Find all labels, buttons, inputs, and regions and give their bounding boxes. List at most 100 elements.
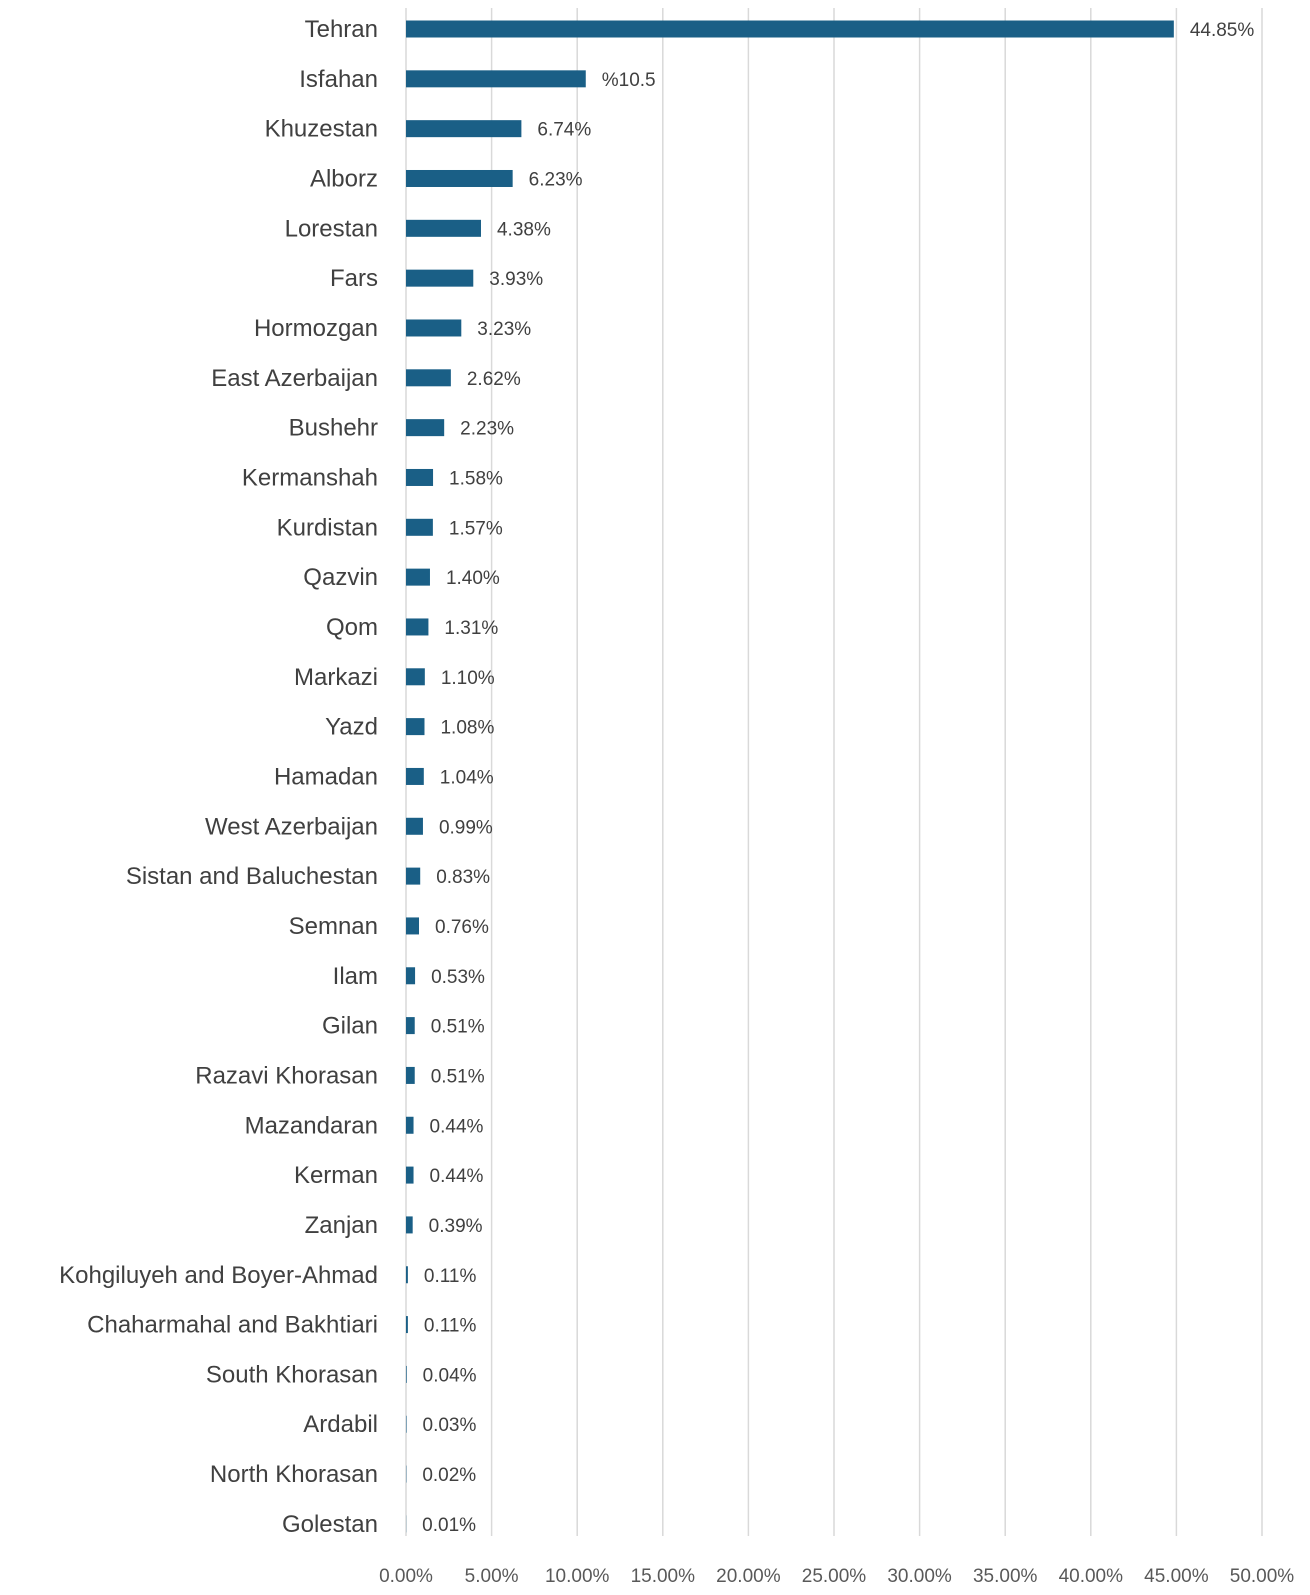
bar <box>406 319 462 337</box>
category-label: Qazvin <box>303 564 378 591</box>
category-label: Fars <box>330 265 378 292</box>
bar <box>406 120 522 138</box>
x-tick-label: 0.00% <box>379 1566 433 1587</box>
data-label: 0.51% <box>431 1017 485 1038</box>
data-label: 1.40% <box>446 568 500 589</box>
data-label: 0.83% <box>436 867 490 888</box>
data-label: 0.99% <box>439 817 493 838</box>
bar <box>406 767 424 785</box>
category-label: Yazd <box>325 714 378 741</box>
data-label: 1.04% <box>440 767 494 788</box>
data-label: 0.44% <box>430 1116 484 1137</box>
bar <box>406 1017 415 1035</box>
bar <box>406 917 420 935</box>
x-tick-label: 25.00% <box>802 1566 867 1587</box>
bar <box>406 20 1174 38</box>
data-label: 1.10% <box>441 668 495 689</box>
data-label: 3.23% <box>477 319 531 340</box>
category-label: Sistan and Baluchestan <box>126 863 378 890</box>
data-label: 1.31% <box>444 618 498 639</box>
data-label: 0.01% <box>422 1515 476 1536</box>
category-label: Hormozgan <box>254 315 378 342</box>
category-label: South Khorasan <box>206 1361 378 1388</box>
category-labels: Tehran Isfahan Khuzestan Alborz Lorestan Fars… <box>59 16 378 1538</box>
data-label: 0.39% <box>429 1216 483 1237</box>
category-label: Tehran <box>305 16 378 43</box>
data-label: 0.02% <box>422 1465 476 1486</box>
data-label: 2.62% <box>467 369 521 390</box>
bar <box>406 967 416 985</box>
data-label: 44.85% <box>1190 20 1255 41</box>
x-tick-label: 40.00% <box>1059 1566 1124 1587</box>
bar <box>406 1166 414 1184</box>
category-label: Qom <box>326 614 378 641</box>
category-label: Chaharmahal and Bakhtiari <box>87 1312 378 1339</box>
category-label: Kohgiluyeh and Boyer-Ahmad <box>59 1262 378 1289</box>
data-label: 6.23% <box>529 169 583 190</box>
x-tick-label: 35.00% <box>973 1566 1038 1587</box>
category-label: Kurdistan <box>277 514 378 541</box>
data-label: 0.44% <box>430 1166 484 1187</box>
bar <box>406 1365 407 1383</box>
bar <box>406 269 474 287</box>
bar <box>406 1415 407 1433</box>
bar <box>406 718 425 736</box>
value-labels: 44.85% %10.5 6.74% 6.23% 4.38% 3.93% 3.23% 2.62… <box>422 20 1254 1536</box>
x-tick-label: 45.00% <box>1144 1566 1209 1587</box>
x-tick-label: 10.00% <box>545 1566 610 1587</box>
bar <box>406 468 434 486</box>
bar <box>406 668 425 686</box>
category-label: Gilan <box>322 1013 378 1040</box>
bar <box>406 169 513 187</box>
category-label: Kermanshah <box>242 464 378 491</box>
bar <box>406 1066 415 1084</box>
data-label: 0.51% <box>431 1066 485 1087</box>
data-label: 1.08% <box>440 718 494 739</box>
x-tick-label: 50.00% <box>1230 1566 1295 1587</box>
category-label: Mazandaran <box>245 1112 378 1139</box>
data-label: 0.11% <box>424 1316 477 1337</box>
bar <box>406 219 481 237</box>
bars <box>406 20 1174 1533</box>
x-tick-label: 5.00% <box>465 1566 519 1587</box>
category-label: Golestan <box>282 1511 378 1538</box>
category-label: Hamadan <box>274 763 378 790</box>
category-label: Markazi <box>294 664 378 691</box>
category-label: Alborz <box>310 165 378 192</box>
data-label: 0.76% <box>435 917 489 938</box>
bar <box>406 1216 413 1234</box>
bar <box>406 369 451 387</box>
category-label: Lorestan <box>285 215 378 242</box>
bar <box>406 518 433 536</box>
bar <box>406 1116 414 1134</box>
category-label: Bushehr <box>289 415 378 442</box>
category-label: Semnan <box>289 913 378 940</box>
bar <box>406 419 445 437</box>
category-label: Ilam <box>333 963 378 990</box>
category-label: Ardabil <box>303 1411 378 1438</box>
data-label: 3.93% <box>489 269 543 290</box>
data-label: 0.11% <box>424 1266 477 1287</box>
x-tick-label: 30.00% <box>887 1566 952 1587</box>
bar <box>406 618 429 636</box>
category-label: North Khorasan <box>210 1461 378 1488</box>
category-label: Kerman <box>294 1162 378 1189</box>
category-label: East Azerbaijan <box>211 365 378 392</box>
x-axis-tick-labels: 0.00% 5.00% 10.00% 15.00% 20.00% 25.00% 30.00%… <box>379 1566 1294 1587</box>
category-label: Zanjan <box>305 1212 378 1239</box>
bar <box>406 568 430 586</box>
bar <box>406 867 421 885</box>
data-label: 4.38% <box>497 219 551 240</box>
bar <box>406 817 423 835</box>
data-label: %10.5 <box>602 70 656 91</box>
data-label: 0.03% <box>423 1415 477 1436</box>
category-label: Isfahan <box>299 66 378 93</box>
data-label: 1.58% <box>449 468 503 489</box>
data-label: 0.04% <box>423 1365 477 1386</box>
data-label: 1.57% <box>449 518 503 539</box>
data-label: 0.53% <box>431 967 485 988</box>
data-label: 2.23% <box>460 419 514 440</box>
x-tick-label: 20.00% <box>716 1566 781 1587</box>
data-label: 6.74% <box>537 120 591 141</box>
